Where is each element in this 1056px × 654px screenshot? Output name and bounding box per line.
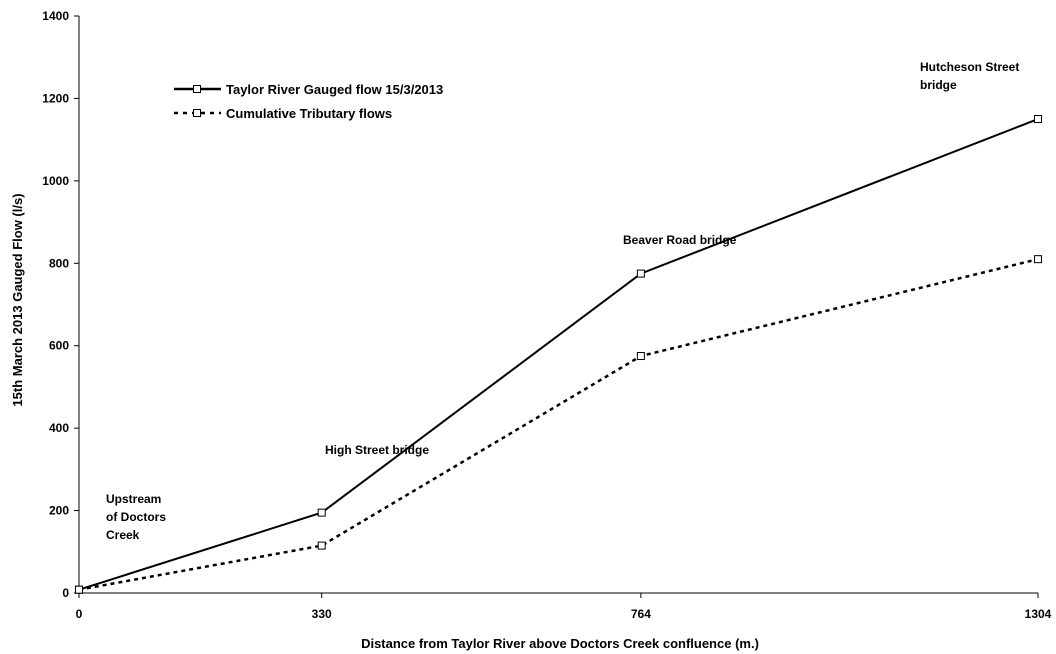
series-line-1 — [78, 118, 1039, 591]
annotation-label: High Street bridge — [325, 443, 429, 457]
legend: Taylor River Gauged flow 15/3/2013 Cumula… — [174, 82, 443, 121]
y-tick-label: 400 — [49, 421, 69, 435]
annotation-line: bridge — [920, 78, 957, 92]
y-tick-label: 600 — [49, 339, 69, 353]
legend-swatch-marker — [193, 109, 201, 117]
data-point — [317, 508, 326, 517]
y-tick-label: 200 — [49, 504, 69, 518]
series-line-2 — [78, 257, 1039, 591]
x-tick-label: 1304 — [1025, 607, 1052, 621]
x-tick-label: 0 — [76, 607, 83, 621]
annotation-label: Upstream of Doctors Creek — [106, 492, 166, 542]
legend-entry: Cumulative Tributary flows — [226, 106, 392, 121]
annotation-line: Upstream — [106, 492, 161, 506]
data-point — [75, 585, 83, 594]
annotation-label: Beaver Road bridge — [623, 233, 737, 247]
data-point — [317, 541, 326, 550]
annotation-line: Creek — [106, 528, 140, 542]
series-lines — [75, 115, 1042, 594]
legend-swatch-marker — [193, 85, 201, 93]
annotation-line: High Street bridge — [325, 443, 429, 457]
y-tick-label: 1200 — [42, 91, 69, 105]
annotation-label: Hutcheson Street bridge — [920, 60, 1019, 92]
x-tick-labels: 0 330 764 1304 — [76, 607, 1052, 621]
annotation-line: of Doctors — [106, 510, 166, 524]
x-axis-label: Distance from Taylor River above Doctors… — [361, 636, 759, 651]
y-axis-label: 15th March 2013 Gauged Flow (l/s) — [10, 193, 25, 406]
annotation-line: Hutcheson Street — [920, 60, 1019, 74]
y-tick-label: 800 — [49, 256, 69, 270]
annotations: Upstream of Doctors Creek High Street bridg… — [106, 60, 1019, 542]
axes — [74, 15, 1039, 598]
data-point — [636, 269, 645, 278]
x-tick-label: 764 — [631, 607, 651, 621]
y-tick-label: 1400 — [42, 9, 69, 23]
y-tick-label: 1000 — [42, 174, 69, 188]
y-tick-label: 0 — [62, 586, 69, 600]
y-tick-labels: 0 200 400 600 800 1000 1200 1400 — [42, 9, 69, 600]
data-point — [636, 352, 645, 361]
annotation-line: Beaver Road bridge — [623, 233, 737, 247]
legend-entry: Taylor River Gauged flow 15/3/2013 — [226, 82, 443, 97]
x-tick-label: 330 — [312, 607, 332, 621]
data-point — [1034, 115, 1042, 124]
data-point — [1034, 255, 1042, 264]
